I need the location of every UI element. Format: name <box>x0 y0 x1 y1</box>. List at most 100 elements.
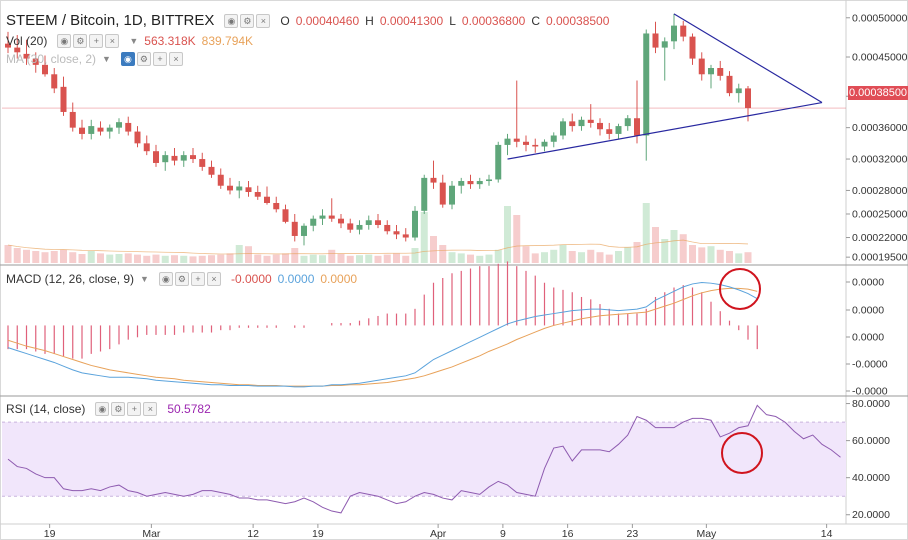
open-value: 0.00040460 <box>295 13 360 28</box>
volume-bar <box>374 255 382 263</box>
add-icon[interactable]: + <box>127 402 142 416</box>
candle-body <box>236 186 243 191</box>
volume-bar <box>106 254 114 263</box>
close-icon[interactable]: × <box>256 13 271 28</box>
candle-body <box>634 118 640 136</box>
price-tick-label: 0.00032000 <box>852 154 908 166</box>
time-tick-label: Apr <box>430 528 447 540</box>
candle-body <box>458 181 465 186</box>
candle-body <box>227 185 233 191</box>
add-icon[interactable]: + <box>152 52 167 66</box>
eye-icon[interactable]: ◉ <box>224 13 239 28</box>
rsi-tick-label: 60.0000 <box>852 435 890 447</box>
volume-bar <box>744 252 752 263</box>
volume-bar <box>531 253 539 263</box>
volume-bar <box>476 255 484 263</box>
eye-icon[interactable]: ◉ <box>158 272 173 286</box>
volume-bar <box>300 255 308 263</box>
header-legend: STEEM / Bitcoin, 1D, BITTREX ◉ ⚙ × O 0.00… <box>6 12 609 29</box>
volume-bar <box>420 212 428 263</box>
candle-body <box>116 122 122 128</box>
volume-bar <box>485 254 493 263</box>
candle-body <box>264 196 270 203</box>
candle-body <box>14 47 21 53</box>
close-icon[interactable]: × <box>206 272 221 286</box>
add-icon[interactable]: + <box>190 272 205 286</box>
chevron-down-icon[interactable]: ▼ <box>129 36 139 46</box>
close-icon[interactable]: × <box>168 52 183 66</box>
rsi-tick-label: 20.0000 <box>852 509 890 521</box>
settings-icon[interactable]: ⚙ <box>73 34 88 48</box>
candle-body <box>208 166 215 175</box>
volume-bar <box>69 252 77 263</box>
eye-icon[interactable]: ◉ <box>95 402 110 416</box>
volume-bar <box>23 249 30 263</box>
volume-bar <box>716 249 724 263</box>
candle-body <box>153 151 159 163</box>
eye-icon[interactable]: ◉ <box>120 52 135 66</box>
candle-body <box>375 220 381 225</box>
candle-body <box>356 224 363 230</box>
volume-bar <box>726 251 733 263</box>
volume-bar <box>615 251 622 263</box>
settings-icon[interactable]: ⚙ <box>111 402 126 416</box>
macd-line-value: 0.0000 <box>277 272 315 286</box>
trendline <box>673 13 823 104</box>
candle-body <box>597 122 603 130</box>
volume-bar <box>494 249 502 263</box>
chevron-down-icon[interactable]: ▼ <box>140 274 149 284</box>
close-icon[interactable]: × <box>105 34 120 48</box>
time-tick-label: 14 <box>821 528 833 540</box>
candle-body <box>439 182 446 205</box>
volume-bar <box>356 255 363 263</box>
macd-tick-label: -0.0000 <box>852 359 888 371</box>
price-tick-label: 0.00050000 <box>852 12 908 24</box>
volume-bar <box>171 255 178 263</box>
add-icon[interactable]: + <box>89 34 104 48</box>
close-icon[interactable]: × <box>143 402 158 416</box>
volume-bar <box>430 236 437 263</box>
volume-bar <box>707 246 715 263</box>
settings-icon[interactable]: ⚙ <box>136 52 151 66</box>
candle-body <box>541 141 548 147</box>
volume-bar <box>198 255 206 263</box>
trendline <box>507 101 823 160</box>
candle-body <box>708 68 714 75</box>
candle-body <box>347 223 354 230</box>
volume-bar <box>124 253 132 263</box>
volume-bar <box>143 255 151 263</box>
macd-tick-label: 0.0000 <box>852 305 884 317</box>
volume-bar <box>4 245 12 263</box>
settings-icon[interactable]: ⚙ <box>174 272 189 286</box>
candle-body <box>291 221 298 236</box>
annotation-circle-rsi <box>721 432 763 474</box>
volume-bar <box>513 215 521 263</box>
volume-bar <box>383 254 391 263</box>
candle-body <box>245 187 252 193</box>
candle-body <box>338 218 344 224</box>
volume-name: Vol (20) <box>6 34 48 48</box>
candle-body <box>5 43 11 48</box>
chevron-down-icon[interactable]: ▼ <box>102 54 111 64</box>
last-price-tag: 0.00038500 <box>848 86 908 100</box>
candle-body <box>615 126 622 134</box>
volume-bar <box>393 253 400 263</box>
candle-body <box>504 138 511 145</box>
volume-bar <box>180 255 188 263</box>
open-label: O <box>280 13 290 28</box>
candle-body <box>393 231 400 235</box>
volume-bar <box>689 245 696 263</box>
rsi-tick-label: 40.0000 <box>852 472 890 484</box>
ma-legend: MA (30, close, 2) ▼ ◉ ⚙ + × <box>6 52 187 66</box>
gear-icon[interactable]: ⚙ <box>240 13 255 28</box>
volume-value-1: 563.318K <box>144 34 196 48</box>
candle-body <box>550 135 557 142</box>
volume-bar <box>346 255 354 263</box>
rsi-buttons: ◉ ⚙ + × <box>95 402 158 416</box>
rsi-name: RSI (14, close) <box>6 402 86 416</box>
candle-body <box>449 185 455 205</box>
candle-body <box>523 141 529 145</box>
time-tick-label: 12 <box>247 528 259 540</box>
eye-icon[interactable]: ◉ <box>57 34 72 48</box>
